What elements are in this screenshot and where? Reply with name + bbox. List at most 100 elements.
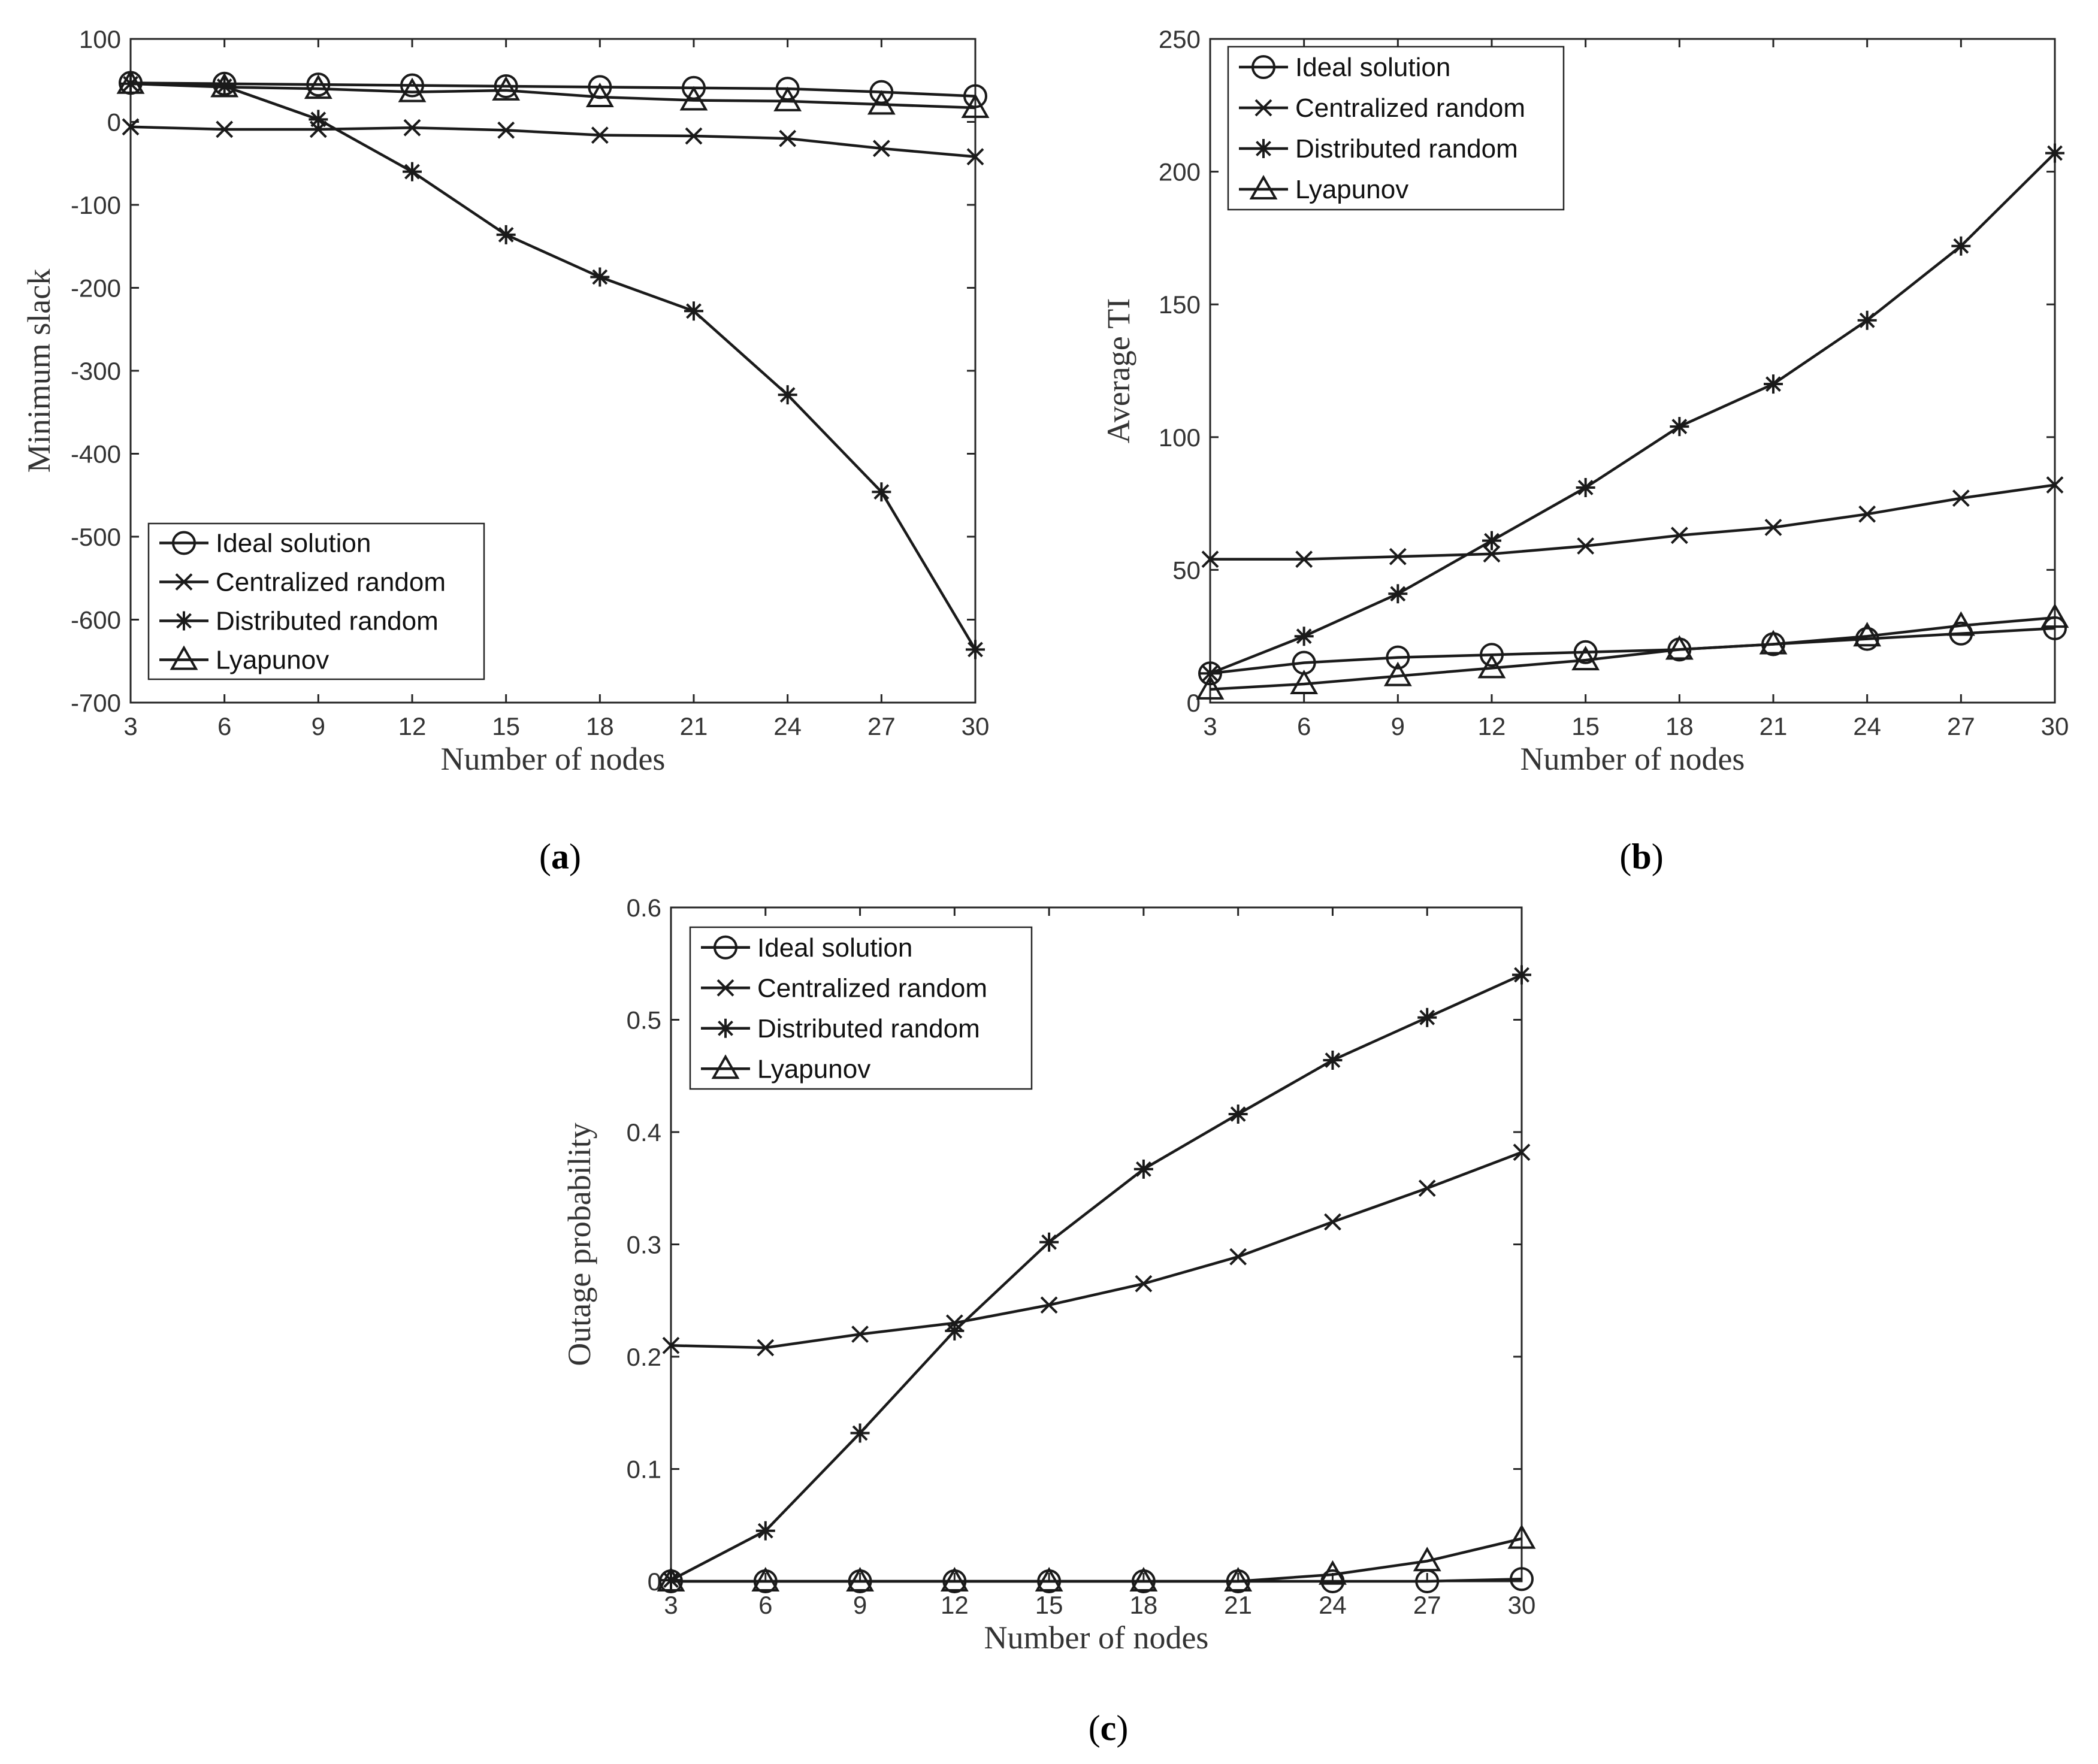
y-tick-label-b-4: 200 <box>1159 158 1201 186</box>
data-point-b-0-9 <box>2043 616 2067 640</box>
y-tick-label-b-5: 250 <box>1159 25 1201 53</box>
y-tick-label-a-4: -300 <box>71 357 121 385</box>
data-point-b-2-2 <box>1388 584 1408 604</box>
legend-c: Ideal solution Centralized random Distribu… <box>689 926 1033 1090</box>
legend-marker-a-0 <box>172 531 196 555</box>
data-point-b-1-2 <box>1389 547 1407 565</box>
data-point-a-2-7 <box>778 385 797 405</box>
legend-marker-a-1 <box>175 573 193 591</box>
data-point-c-3-8 <box>1413 1547 1441 1572</box>
data-point-c-1-1 <box>757 1339 775 1357</box>
data-point-b-2-0 <box>1201 664 1220 683</box>
data-point-a-3-3 <box>398 77 427 102</box>
data-point-a-1-6 <box>685 127 703 145</box>
data-point-c-3-2 <box>846 1566 875 1591</box>
legend-marker-b-2 <box>1254 139 1273 158</box>
data-point-b-0-0 <box>1198 661 1222 686</box>
data-point-b-3-2 <box>1383 661 1412 686</box>
series-line-a-3 <box>130 82 976 110</box>
data-point-a-0-6 <box>682 75 706 100</box>
data-point-b-2-6 <box>1764 374 1783 394</box>
legend-label-c-2: Distributed random <box>757 1014 980 1043</box>
x-tick-label-a-4: 15 <box>492 712 520 740</box>
y-tick-label-b-1: 50 <box>1172 556 1201 584</box>
data-point-b-3-6 <box>1759 630 1788 655</box>
legend-label-b-3: Lyapunov <box>1295 175 1408 204</box>
legend-marker-c-0 <box>714 935 737 960</box>
data-point-a-3-6 <box>679 86 708 111</box>
data-point-b-1-8 <box>1952 489 1970 507</box>
panel-label-close-c: ) <box>1116 1708 1128 1748</box>
x-tick-label-a-5: 18 <box>586 712 614 740</box>
data-point-b-0-7 <box>1855 627 1879 651</box>
data-point-a-0-4 <box>494 74 518 98</box>
y-tick-label-b-2: 100 <box>1159 423 1201 452</box>
data-point-a-1-7 <box>779 129 797 147</box>
legend-label-b-0: Ideal solution <box>1295 53 1450 82</box>
data-point-b-1-5 <box>1670 527 1688 544</box>
y-axis-title-b: Average TI <box>1101 298 1136 443</box>
legend-marker-a-3 <box>170 645 198 670</box>
x-tick-label-b-3: 12 <box>1478 712 1506 740</box>
data-point-a-1-0 <box>122 118 140 136</box>
data-point-c-2-4 <box>1039 1232 1059 1252</box>
panel-label-close-b: ) <box>1652 837 1664 876</box>
data-point-c-3-9 <box>1507 1524 1536 1549</box>
chart-panel-b: 3 6 9 12 15 18 21 24 27 30 0 50 100 150 200 250 Number o… <box>1101 25 2069 876</box>
y-tick-label-c-4: 0.4 <box>627 1118 661 1146</box>
data-point-b-2-4 <box>1576 478 1595 498</box>
series-line-c-2 <box>670 973 1522 1582</box>
data-point-a-3-1 <box>210 72 239 98</box>
data-point-a-2-8 <box>872 482 891 502</box>
y-tick-label-b-0: 0 <box>1187 689 1201 717</box>
data-point-a-2-5 <box>590 267 610 287</box>
data-point-b-3-5 <box>1665 635 1694 660</box>
legend-label-a-1: Centralized random <box>216 568 446 597</box>
chart-panel-c: 3 6 9 12 15 18 21 24 27 30 0 0.1 0.2 0.3 0.4 0.5 0.6 Numb… <box>561 894 1536 1748</box>
data-point-a-3-5 <box>585 82 614 107</box>
data-point-a-3-4 <box>492 75 521 101</box>
legend-label-b-2: Distributed random <box>1295 134 1518 164</box>
legend-label-a-2: Distributed random <box>216 607 439 636</box>
data-point-b-3-7 <box>1853 622 1882 647</box>
data-point-b-1-6 <box>1764 519 1782 536</box>
y-tick-label-a-6: -100 <box>71 191 121 219</box>
data-point-a-2-4 <box>496 225 516 244</box>
x-tick-label-b-4: 15 <box>1571 712 1600 740</box>
series-line-a-1 <box>130 125 976 158</box>
y-tick-label-a-2: -500 <box>71 523 121 551</box>
panel-label-a: (a) <box>539 837 581 876</box>
panel-label-close-a: ) <box>569 837 581 876</box>
y-tick-label-c-3: 0.3 <box>627 1231 661 1259</box>
x-tick-label-b-1: 6 <box>1297 712 1311 740</box>
chart-panel-a: 3 6 9 12 15 18 21 24 27 30 -700 -600 -500 -400 -300 -20… <box>21 25 990 876</box>
data-point-a-1-5 <box>591 126 609 144</box>
series-line-a-0 <box>130 81 976 98</box>
x-tick-label-a-2: 9 <box>312 712 325 740</box>
legend-marker-c-2 <box>716 1018 735 1038</box>
data-point-c-2-8 <box>1417 1007 1437 1027</box>
series-b-x <box>1201 476 2064 568</box>
series-line-b-0 <box>1210 627 2055 675</box>
y-tick-label-a-8: 100 <box>79 25 121 53</box>
data-point-b-2-7 <box>1857 310 1877 330</box>
data-point-b-1-7 <box>1858 505 1876 523</box>
legend-label-c-0: Ideal solution <box>757 933 912 963</box>
series-a-x <box>122 118 984 166</box>
series-b-star <box>1201 143 2064 683</box>
x-axis-title-a: Number of nodes <box>441 741 666 777</box>
data-point-c-0-9 <box>1510 1567 1534 1591</box>
data-point-a-2-3 <box>403 162 422 181</box>
data-point-c-3-7 <box>1318 1560 1347 1585</box>
data-point-c-1-7 <box>1324 1213 1341 1231</box>
x-axis-title-c: Number of nodes <box>984 1620 1209 1656</box>
data-point-a-1-4 <box>497 121 515 139</box>
data-point-c-2-5 <box>1133 1159 1153 1179</box>
legend-marker-c-3 <box>711 1054 740 1079</box>
legend-b: Ideal solution Centralized random Distribu… <box>1227 46 1565 211</box>
x-tick-label-a-1: 6 <box>217 712 231 740</box>
x-tick-label-b-5: 18 <box>1665 712 1694 740</box>
data-point-c-1-5 <box>1135 1275 1153 1293</box>
series-line-b-1 <box>1210 483 2055 561</box>
y-tick-label-a-0: -700 <box>71 689 121 717</box>
